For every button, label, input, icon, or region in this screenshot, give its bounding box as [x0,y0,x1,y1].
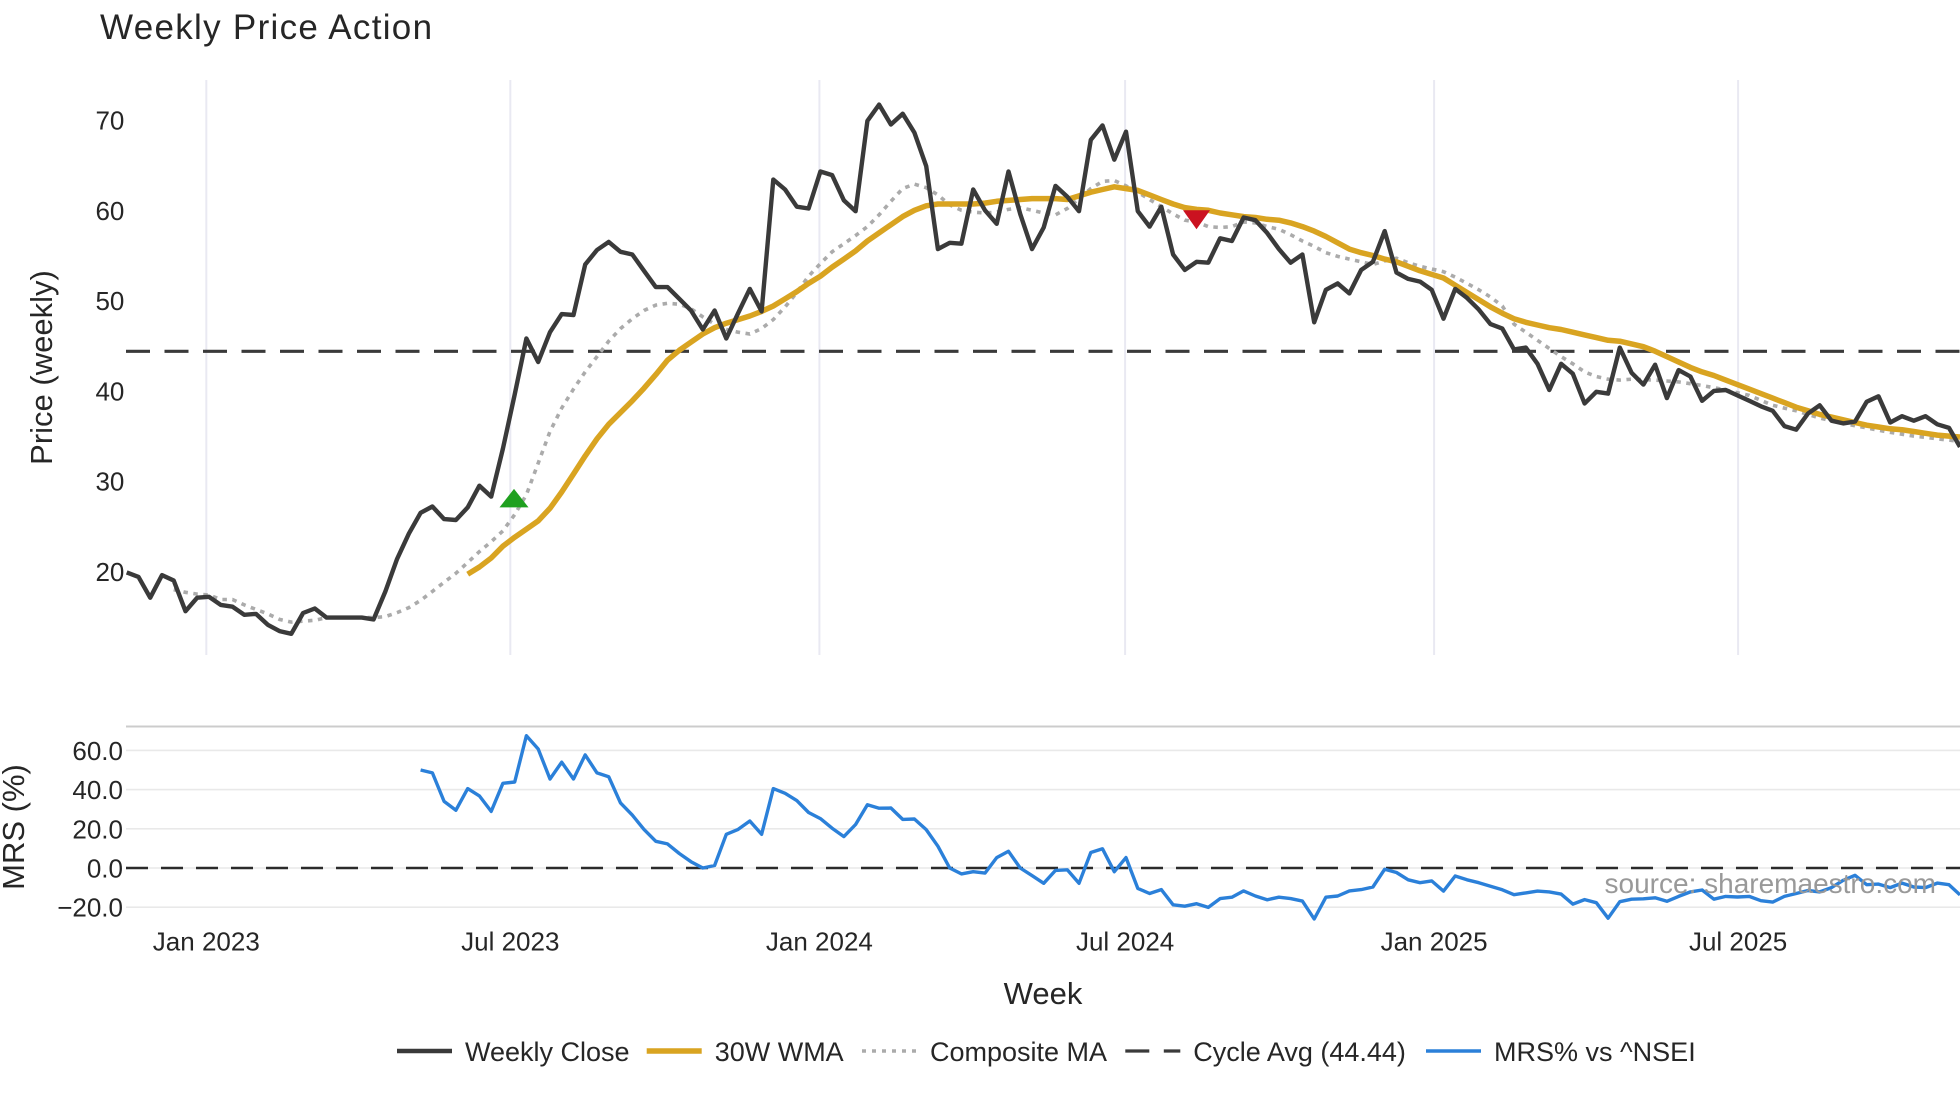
svg-text:20: 20 [95,557,124,587]
svg-text:40: 40 [95,376,124,406]
svg-text:Jul 2024: Jul 2024 [1076,927,1174,957]
svg-text:Jan 2024: Jan 2024 [766,927,873,957]
svg-text:20.0: 20.0 [72,814,123,844]
svg-text:Jul 2023: Jul 2023 [461,927,559,957]
svg-text:Cycle Avg (44.44): Cycle Avg (44.44) [1193,1037,1406,1067]
svg-text:Jan 2025: Jan 2025 [1381,927,1488,957]
svg-text:40.0: 40.0 [72,775,123,805]
svg-text:Jan 2023: Jan 2023 [153,927,260,957]
svg-text:70: 70 [95,106,124,136]
svg-text:Composite MA: Composite MA [930,1037,1107,1067]
svg-text:30W WMA: 30W WMA [715,1037,844,1067]
svg-text:Weekly Close: Weekly Close [465,1037,630,1067]
svg-text:30: 30 [95,467,124,497]
svg-text:MRS% vs ^NSEI: MRS% vs ^NSEI [1494,1037,1696,1067]
svg-text:source: sharemaestro.com: source: sharemaestro.com [1605,868,1936,899]
svg-text:MRS (%): MRS (%) [0,764,31,890]
svg-text:60: 60 [95,196,124,226]
svg-text:60.0: 60.0 [72,736,123,766]
svg-text:50: 50 [95,286,124,316]
svg-text:−20.0: −20.0 [57,893,123,923]
svg-text:Week: Week [1004,976,1083,1011]
svg-text:Weekly Price Action: Weekly Price Action [100,8,433,47]
svg-text:Price (weekly): Price (weekly) [24,270,59,465]
svg-text:0.0: 0.0 [87,854,123,884]
svg-text:Jul 2025: Jul 2025 [1689,927,1787,957]
